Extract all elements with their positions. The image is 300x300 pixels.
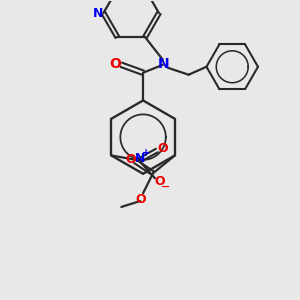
Text: +: +	[142, 148, 150, 158]
Text: O: O	[158, 142, 168, 155]
Text: O: O	[154, 175, 165, 188]
Text: O: O	[136, 193, 146, 206]
Text: O: O	[125, 153, 136, 166]
Text: −: −	[161, 182, 170, 192]
Text: N: N	[158, 57, 170, 71]
Text: N: N	[135, 152, 145, 165]
Text: O: O	[110, 57, 121, 71]
Text: N: N	[93, 7, 104, 20]
